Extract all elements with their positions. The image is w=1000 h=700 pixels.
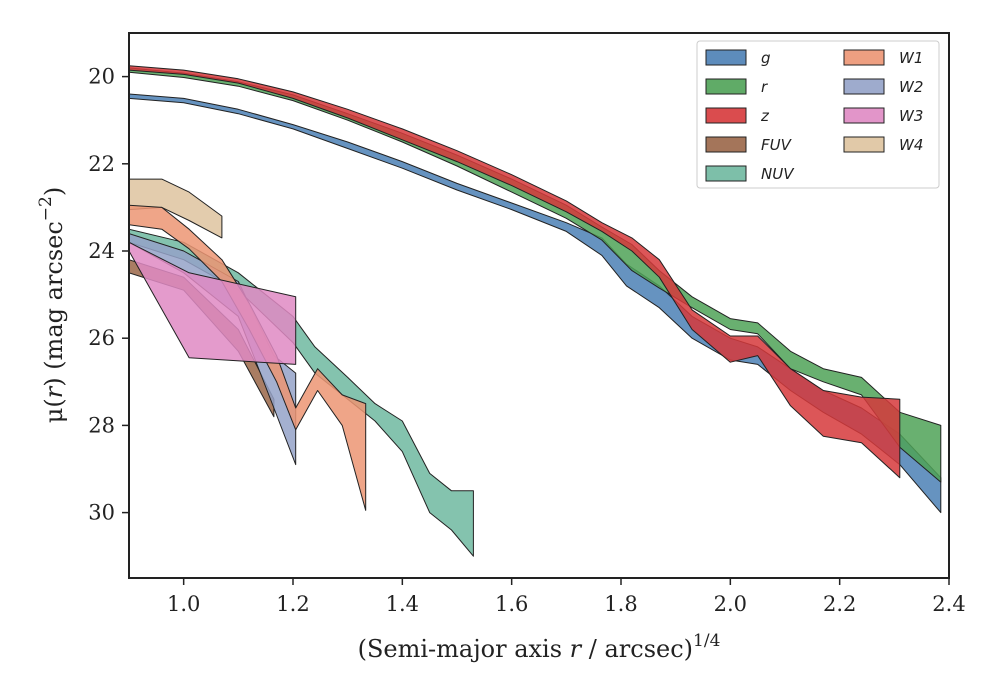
legend-label-w1: W1: [899, 49, 923, 67]
x-axis-ticks: 1.0 1.2 1.4 1.6 1.8 2.0 2.2 2.4: [167, 578, 966, 616]
plot-frame: [128, 32, 950, 579]
legend-swatch-w4: [843, 136, 885, 153]
legend-label-r: r: [761, 78, 768, 96]
x-axis-label: (Semi-major axis r / arcsec)1/4: [358, 631, 721, 663]
legend-swatch-g: [705, 49, 747, 66]
legend-swatch-w1: [843, 49, 885, 66]
legend-label-nuv: NUV: [761, 165, 795, 183]
legend-label-fuv: FUV: [761, 136, 793, 154]
y-tick-label: 20: [88, 65, 115, 89]
legend-swatch-fuv: [705, 136, 747, 153]
x-tick-label: 1.4: [386, 592, 419, 616]
y-axis-ticks: 20 22 24 26 28 30: [88, 65, 129, 525]
legend-swatch-r: [705, 78, 747, 95]
legend-swatch-z: [705, 107, 747, 124]
y-tick-label: 24: [88, 239, 115, 263]
legend-label-w3: W3: [899, 107, 923, 125]
legend-label-w2: W2: [899, 78, 923, 96]
x-tick-label: 1.0: [167, 592, 200, 616]
band-w1: [129, 204, 367, 511]
y-tick-label: 30: [88, 501, 115, 525]
legend-swatch-nuv: [705, 165, 747, 182]
x-tick-label: 1.8: [604, 592, 637, 616]
legend-label-z: z: [760, 107, 770, 125]
legend: grz FUV NUV W1 W2 W3 W4: [696, 40, 940, 189]
y-tick-label: 22: [88, 152, 115, 176]
y-tick-label: 26: [88, 326, 115, 350]
y-tick-label: 28: [88, 413, 115, 437]
x-tick-label: 2.2: [823, 592, 856, 616]
legend-swatch-w2: [843, 78, 885, 95]
band-w3: [129, 241, 297, 365]
legend-label-g: g: [761, 49, 771, 67]
band-g: [129, 93, 942, 514]
x-tick-label: 2.4: [932, 592, 965, 616]
x-tick-label: 2.0: [714, 592, 747, 616]
legend-label-w4: W4: [899, 136, 923, 154]
y-axis-label: μ(r) (mag arcsec−2): [36, 187, 68, 424]
band-z: [129, 65, 901, 479]
profile-bands: [129, 65, 942, 557]
x-tick-label: 1.6: [495, 592, 528, 616]
x-tick-label: 1.2: [276, 592, 309, 616]
legend-swatch-w3: [843, 107, 885, 124]
